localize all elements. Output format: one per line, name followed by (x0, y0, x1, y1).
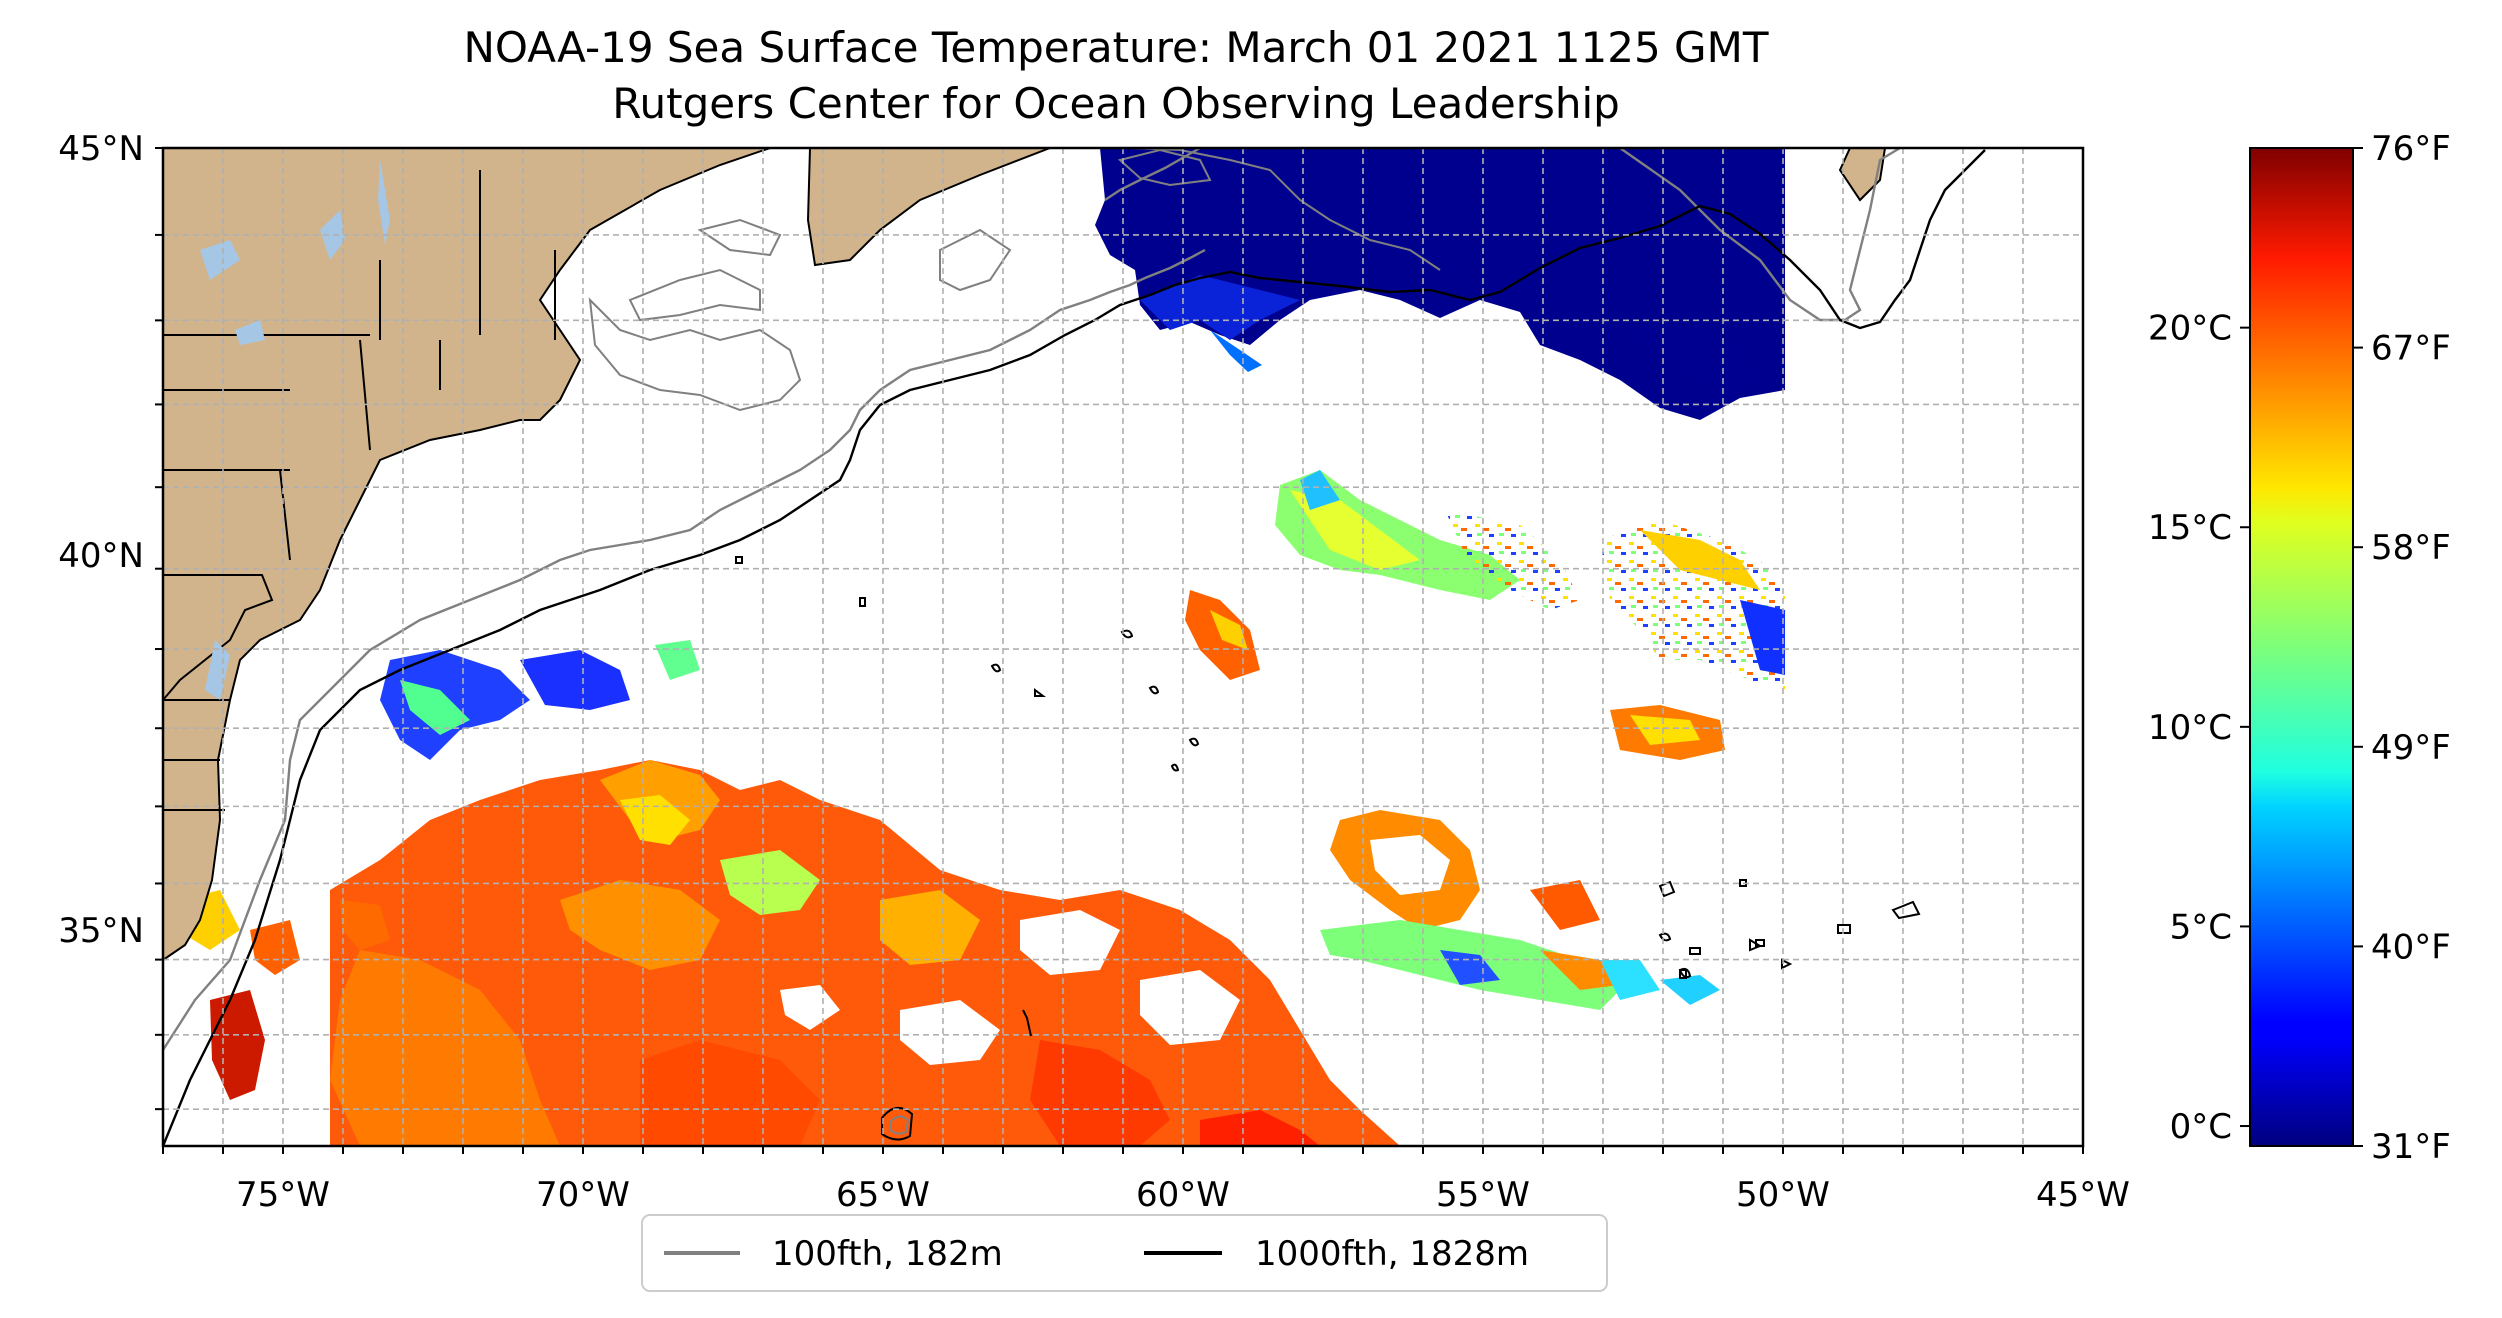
map-subtitle: Rutgers Center for Ocean Observing Leade… (612, 79, 1620, 128)
lon-tick-65w: 65°W (836, 1175, 930, 1215)
colorbar: 0°C 5°C 10°C 15°C 20°C 31°F 40°F 49°F 58°F 67°F 7… (2148, 129, 2451, 1167)
colorbar-fahrenheit-label: 49°F (2371, 728, 2451, 768)
map-title: NOAA-19 Sea Surface Temperature: March 0… (464, 23, 1769, 72)
lon-tick-70w: 70°W (536, 1175, 630, 1215)
colorbar-gradient (2249, 147, 2354, 1147)
colorbar-celsius-label: 0°C (2170, 1107, 2232, 1147)
colorbar-fahrenheit-label: 76°F (2371, 129, 2451, 169)
lon-tick-45w: 45°W (2036, 1175, 2130, 1215)
gridlines (163, 148, 2083, 1146)
sst-cold-water-region (1095, 148, 1785, 420)
colorbar-celsius-label: 10°C (2148, 708, 2232, 748)
minor-ticks (155, 147, 2084, 1154)
colorbar-fahrenheit-ticks: 31°F 40°F 49°F 58°F 67°F 76°F (2353, 129, 2451, 1167)
lon-tick-labels: 75°W 70°W 65°W 60°W 55°W 50°W 45°W (236, 1175, 2130, 1215)
lat-tick-40n: 40°N (58, 536, 144, 576)
lon-tick-55w: 55°W (1436, 1175, 1530, 1215)
islands (735, 556, 1921, 1141)
colorbar-fahrenheit-label: 31°F (2371, 1127, 2451, 1167)
colorbar-celsius-label: 20°C (2148, 309, 2232, 349)
colorbar-celsius-ticks: 0°C 5°C 10°C 15°C 20°C (2148, 309, 2250, 1147)
colorbar-fahrenheit-label: 67°F (2371, 329, 2451, 369)
lat-tick-labels: 45°N 40°N 35°N (58, 129, 144, 951)
lon-tick-50w: 50°W (1736, 1175, 1830, 1215)
colorbar-celsius-label: 5°C (2170, 907, 2232, 947)
lat-tick-45n: 45°N (58, 129, 144, 169)
sst-warm-water-region (180, 760, 1400, 1146)
map-area (163, 148, 2083, 1146)
lon-tick-75w: 75°W (236, 1175, 330, 1215)
colorbar-fahrenheit-label: 58°F (2371, 528, 2451, 568)
isobath-1000fth (163, 149, 1986, 1146)
legend-box (641, 1214, 1608, 1292)
lon-tick-60w: 60°W (1136, 1175, 1230, 1215)
sst-scattered-patches (380, 470, 1785, 1010)
land (163, 148, 1887, 962)
gulf-of-maine-contours (588, 148, 1441, 412)
legend-label-1000fth: 1000fth, 1828m (1255, 1234, 1529, 1274)
lat-tick-35n: 35°N (58, 911, 144, 951)
legend-label-100fth: 100fth, 182m (772, 1234, 1003, 1274)
isobath-legend: 100fth, 182m 1000fth, 1828m (641, 1214, 1608, 1292)
colorbar-fahrenheit-label: 40°F (2371, 927, 2451, 967)
colorbar-celsius-label: 15°C (2148, 508, 2232, 548)
